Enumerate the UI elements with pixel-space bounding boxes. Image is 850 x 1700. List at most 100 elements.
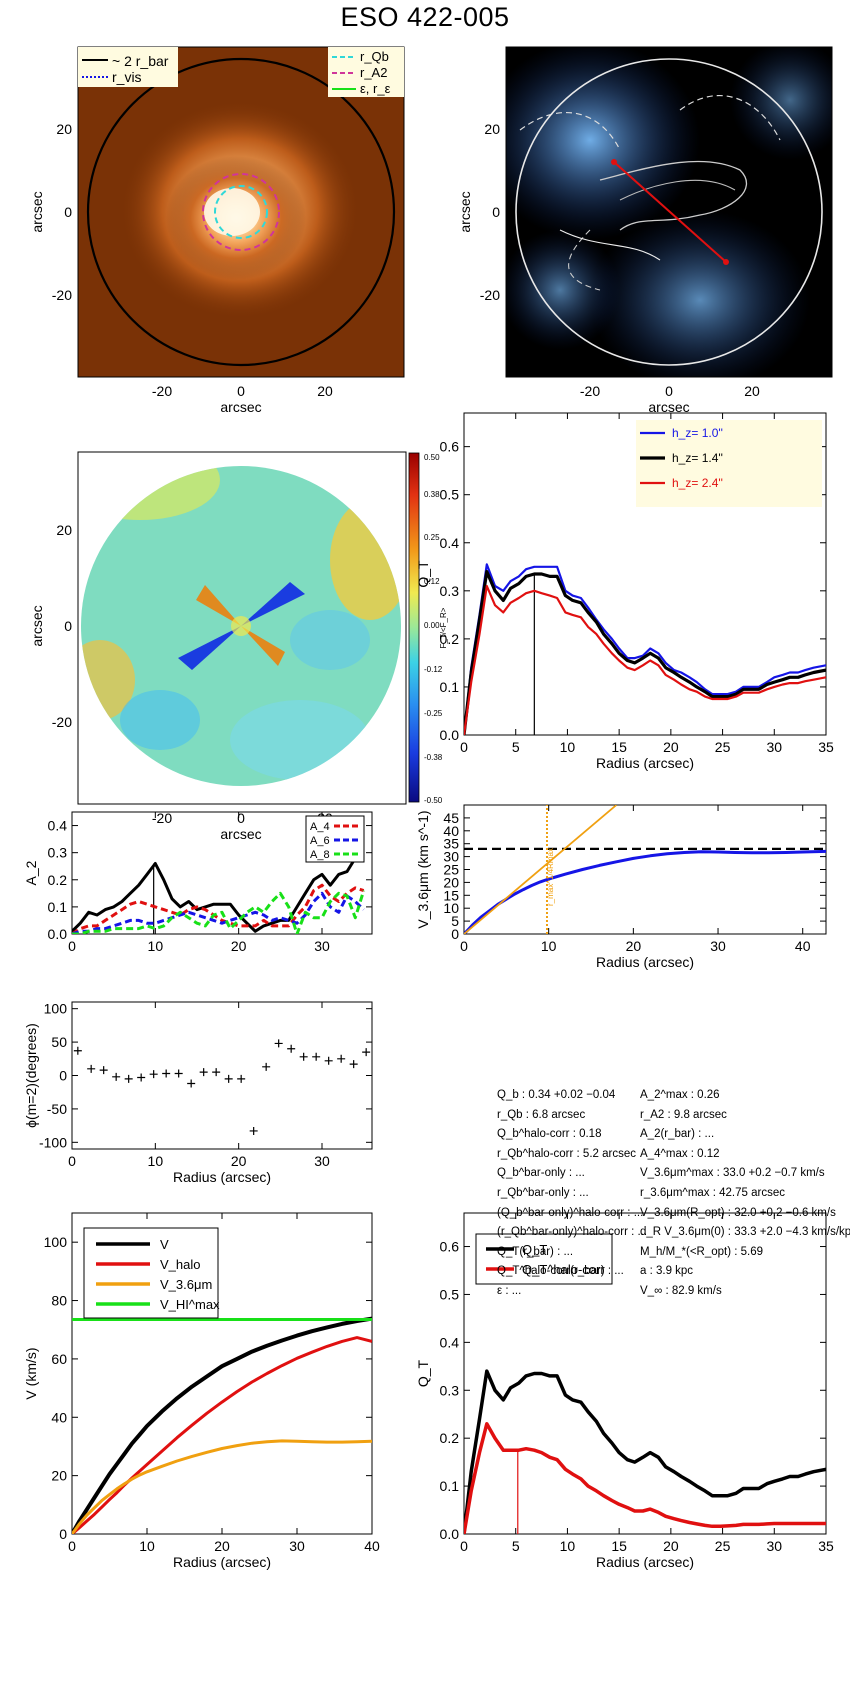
- image-xtick: -20: [152, 383, 172, 399]
- v-ytick-label: 40: [51, 1409, 67, 1425]
- v36-series-0: [464, 849, 826, 934]
- colorbar: [408, 452, 420, 803]
- qt-xtick-label: 5: [512, 739, 520, 755]
- v36-ytick-label: 35: [443, 836, 459, 852]
- a2-ytick-label: 0.3: [48, 845, 68, 861]
- v36-ytick-label: 30: [443, 849, 459, 865]
- force-map-frame: [77, 451, 407, 805]
- a2-ytick-label: 0.2: [48, 872, 68, 888]
- phi-axes-frame: [71, 1001, 373, 1150]
- image-ylabel: arcsec: [29, 191, 45, 232]
- qth-legend-label: Q_T^halo-corr: [522, 1262, 605, 1277]
- v36-annotation: r_max^1/4Rmax: [546, 848, 555, 906]
- v36-ytick-label: 15: [443, 887, 459, 903]
- phi-ytick-label: -100: [39, 1134, 67, 1150]
- a2-ytick-label: 0.1: [48, 899, 68, 915]
- v-xtick-label: 0: [68, 1538, 76, 1554]
- stat-qt-rbar: Q_T(r_bar) : ...: [497, 1245, 574, 1258]
- qth-xtick-label: 20: [663, 1538, 679, 1554]
- stat-vinf: V_∞ : 82.9 km/s: [640, 1284, 722, 1297]
- residual-xtick: 20: [744, 383, 760, 399]
- phi-point: [137, 1073, 146, 1082]
- residual-xtick: -20: [580, 383, 600, 399]
- qth-series-0: [464, 1369, 826, 1534]
- v36-xtick-label: 10: [541, 938, 557, 954]
- stat-rqb-baronly: r_Qb^bar-only : ...: [497, 1186, 589, 1199]
- phi-point: [174, 1069, 183, 1078]
- qt-ytick-label: 0.0: [440, 727, 460, 743]
- phi-point: [349, 1060, 358, 1069]
- force-ytick: 0: [64, 618, 72, 634]
- qth-xtick-label: 35: [818, 1538, 834, 1554]
- phi-point: [287, 1044, 296, 1053]
- v-ytick-label: 60: [51, 1351, 67, 1367]
- qt-ytick-label: 0.2: [440, 631, 460, 647]
- qth-xtick-label: 5: [512, 1538, 520, 1554]
- v-xtick-label: 20: [214, 1538, 230, 1554]
- qt-ytick-label: 0.4: [440, 535, 460, 551]
- qth-ylabel: Q_T: [415, 1359, 431, 1387]
- phi-xtick-label: 30: [314, 1153, 330, 1169]
- qt-legend-label: h_z= 1.0'': [672, 426, 723, 440]
- stat-qt-halo-rbar: Q_T^halo-corr(r_bar) : ...: [497, 1265, 624, 1278]
- v36-xlabel: Radius (arcsec): [596, 954, 694, 970]
- legend-ra2: r_A2: [360, 65, 387, 80]
- phi-ytick-label: 0: [59, 1068, 67, 1084]
- phi-point: [187, 1079, 196, 1088]
- qt-ylabel: Q_T: [415, 560, 431, 588]
- a2-legend-label: A_6: [310, 835, 330, 847]
- qth-series-1: [464, 1422, 826, 1534]
- stat-mh-ms: M_h/M_*(<R_opt) : 5.69: [640, 1245, 764, 1258]
- phi-point: [87, 1064, 96, 1073]
- qt-xtick-label: 25: [715, 739, 731, 755]
- phi-point: [149, 1070, 158, 1079]
- stat-eps: ε : ...: [497, 1284, 522, 1297]
- stat-qb: Q_b : 0.34 +0.02 −0.04: [497, 1089, 616, 1101]
- stat-a: a : 3.9 kpc: [640, 1265, 694, 1278]
- phi-ylabel: ϕ(m=2)(degrees): [23, 1023, 39, 1128]
- phi-xtick-label: 10: [148, 1153, 164, 1169]
- qth-ytick-label: 0.5: [440, 1286, 460, 1302]
- qth-ytick-label: 0.6: [440, 1239, 460, 1255]
- stat-a2-rbar: A_2(r_bar) : ...: [640, 1128, 715, 1141]
- v36-axes-frame: [463, 804, 827, 935]
- charts-group: 0 5 10 15 20 25 30 350.00.10.20.30.40.50.6Radiu…: [23, 412, 834, 1570]
- force-ytick: -20: [52, 714, 72, 730]
- qt-series-1: [464, 570, 826, 735]
- v36-ytick-label: 5: [451, 913, 459, 929]
- force-xlabel: arcsec: [220, 826, 261, 842]
- qt-xlabel: Radius (arcsec): [596, 755, 694, 771]
- a2-series-2: [72, 891, 365, 934]
- v-legend-label: V: [160, 1237, 169, 1252]
- residual-ytick: 20: [484, 121, 500, 137]
- cbar-tick: -0.38: [424, 753, 443, 762]
- v-xtick-label: 40: [364, 1538, 380, 1554]
- qt-ytick-label: 0.3: [440, 583, 460, 599]
- stat-drv: d_R V_3.6μm(0) : 33.3 +2.0 −4.3 km/s/kpc: [640, 1226, 850, 1239]
- v-ytick-label: 0: [59, 1526, 67, 1542]
- phi-point: [112, 1072, 121, 1081]
- stat-qb-halo: Q_b^halo-corr : 0.18: [497, 1128, 602, 1141]
- residual-xlabel: arcsec: [648, 399, 689, 415]
- stat-rqb: r_Qb : 6.8 arcsec: [497, 1108, 586, 1121]
- stat-rmax: r_3.6μm^max : 42.75 arcsec: [640, 1186, 785, 1199]
- cbar-tick: -0.12: [424, 665, 443, 674]
- qth-axes-frame: [463, 1212, 827, 1535]
- residual-image: [506, 47, 832, 377]
- qt-axes-frame: [463, 412, 827, 736]
- v36-ytick-label: 10: [443, 900, 459, 916]
- qth-xtick-label: 25: [715, 1538, 731, 1554]
- a2-series-0: [72, 851, 365, 933]
- phi-point: [312, 1052, 321, 1061]
- v-xtick-label: 10: [139, 1538, 155, 1554]
- legend-eps: ε, r_ε: [360, 81, 391, 96]
- v36-xtick-label: 20: [626, 938, 642, 954]
- v-ytick-label: 100: [44, 1234, 68, 1250]
- qth-ytick-label: 0.1: [440, 1478, 460, 1494]
- stats-right: A_2^max : 0.26 r_A2 : 9.8 arcsec A_2(r_b…: [640, 1086, 850, 1302]
- qt-xtick-label: 35: [818, 739, 834, 755]
- qt-legend-label: h_z= 2.4'': [672, 476, 723, 490]
- v36-series-1: [464, 805, 617, 934]
- image-xtick: 20: [317, 383, 333, 399]
- qt-xtick-label: 10: [560, 739, 576, 755]
